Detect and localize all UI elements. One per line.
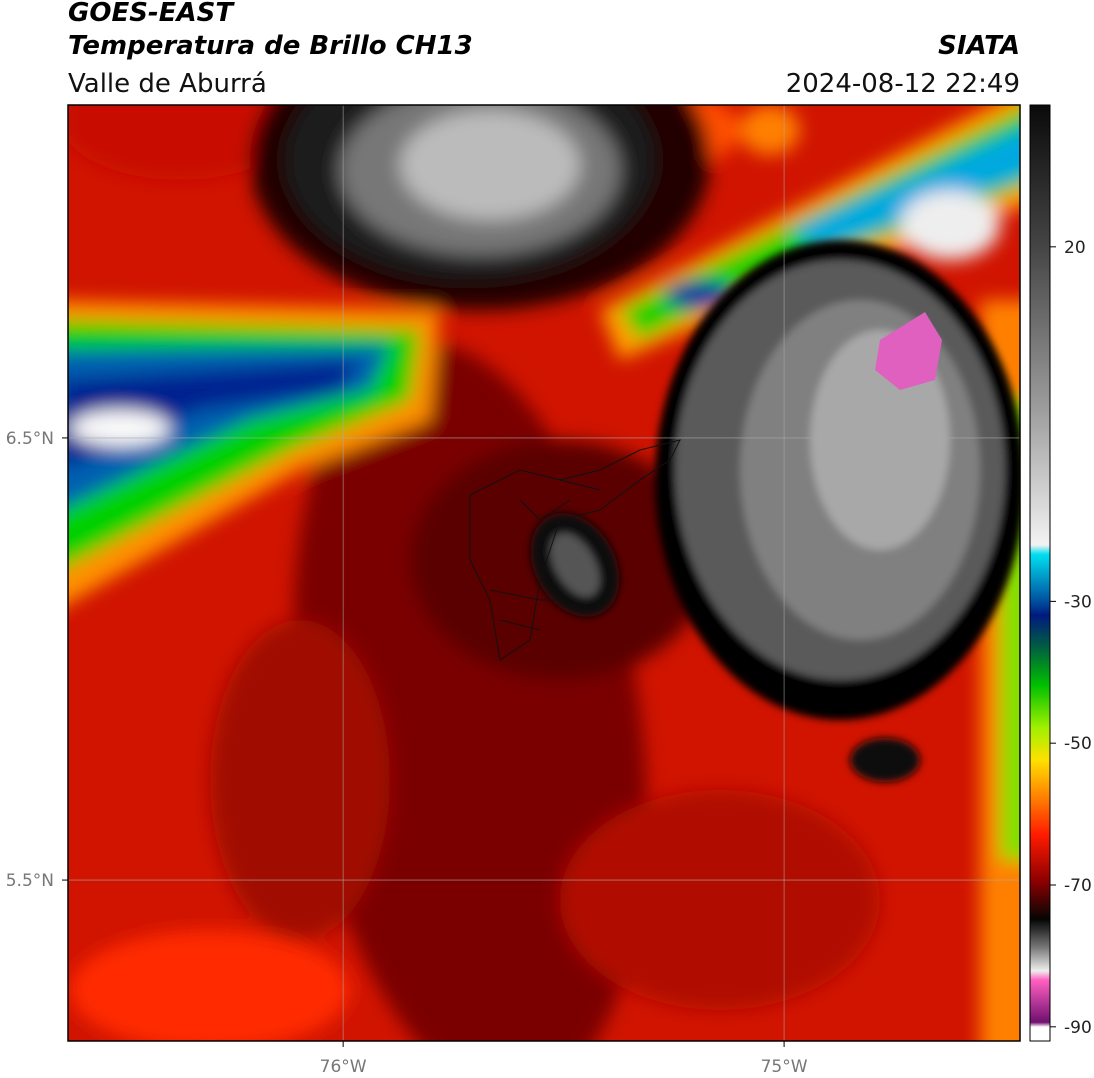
title: GOES-EAST bbox=[68, 0, 235, 28]
map-frame bbox=[67, 104, 1021, 1042]
colorbar-tick-label: -90 bbox=[1064, 1018, 1092, 1038]
agency: SIATA bbox=[938, 31, 1020, 61]
x-tick-label: 76°W bbox=[320, 1057, 367, 1077]
subtitle: Temperatura de Brillo CH13 bbox=[68, 31, 473, 61]
colorbar-tick-label: -30 bbox=[1064, 592, 1092, 612]
grid bbox=[68, 105, 1020, 1041]
colorbar-tick-label: -50 bbox=[1064, 734, 1092, 754]
region: Valle de Aburrá bbox=[68, 69, 267, 99]
colorbar bbox=[1029, 104, 1051, 1042]
y-tick-label: 5.5°N bbox=[6, 871, 54, 891]
colorbar-tick-label: 20 bbox=[1064, 238, 1086, 258]
satellite-image bbox=[68, 105, 1020, 1041]
colorbar-tick-label: -70 bbox=[1064, 876, 1092, 896]
x-tick-label: 75°W bbox=[761, 1057, 808, 1077]
timestamp: 2024-08-12 22:49 bbox=[786, 69, 1020, 99]
y-tick-label: 6.5°N bbox=[6, 429, 54, 449]
